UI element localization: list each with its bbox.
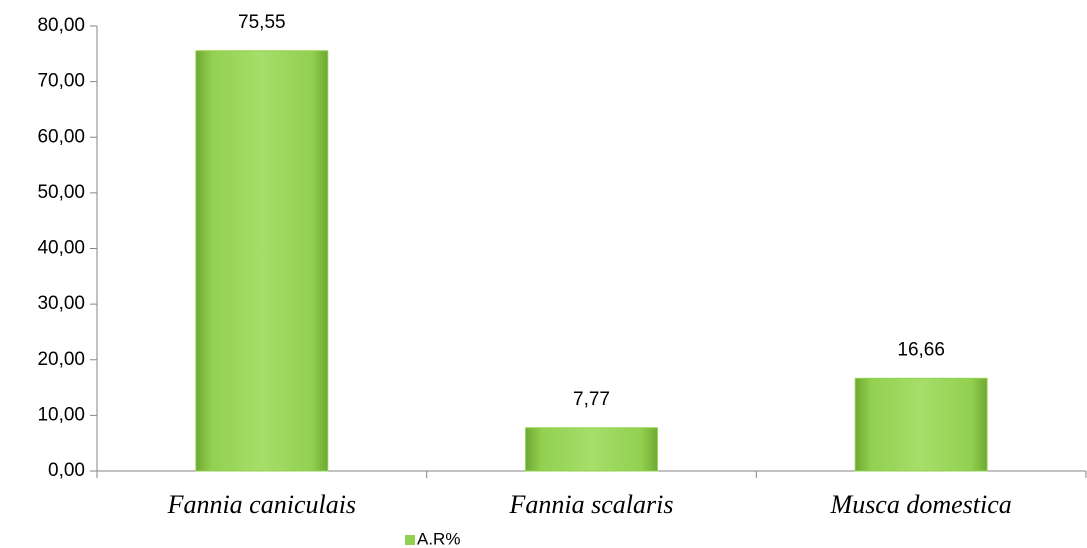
data-label: 16,66	[897, 339, 945, 360]
y-tick-label: 60,00	[37, 126, 85, 147]
y-tick-label: 40,00	[37, 238, 85, 259]
x-tick-label: Fannia caniculais	[167, 490, 356, 519]
y-tick-label: 20,00	[37, 349, 85, 370]
y-tick-label: 30,00	[37, 293, 85, 314]
y-tick-label: 80,00	[37, 15, 85, 36]
data-label: 75,55	[238, 12, 286, 33]
x-tick-label: Fannia scalaris	[509, 490, 674, 519]
legend-swatch	[405, 535, 415, 545]
y-tick-label: 70,00	[37, 71, 85, 92]
y-tick-label: 50,00	[37, 182, 85, 203]
x-tick-label: Musca domestica	[830, 490, 1012, 519]
bar	[854, 377, 988, 472]
y-tick-label: 10,00	[37, 404, 85, 425]
bar	[525, 427, 658, 472]
data-label: 7,77	[573, 389, 610, 410]
legend-label: A.R%	[417, 529, 460, 548]
y-tick-label: 0,00	[48, 460, 85, 481]
bar	[195, 50, 329, 472]
